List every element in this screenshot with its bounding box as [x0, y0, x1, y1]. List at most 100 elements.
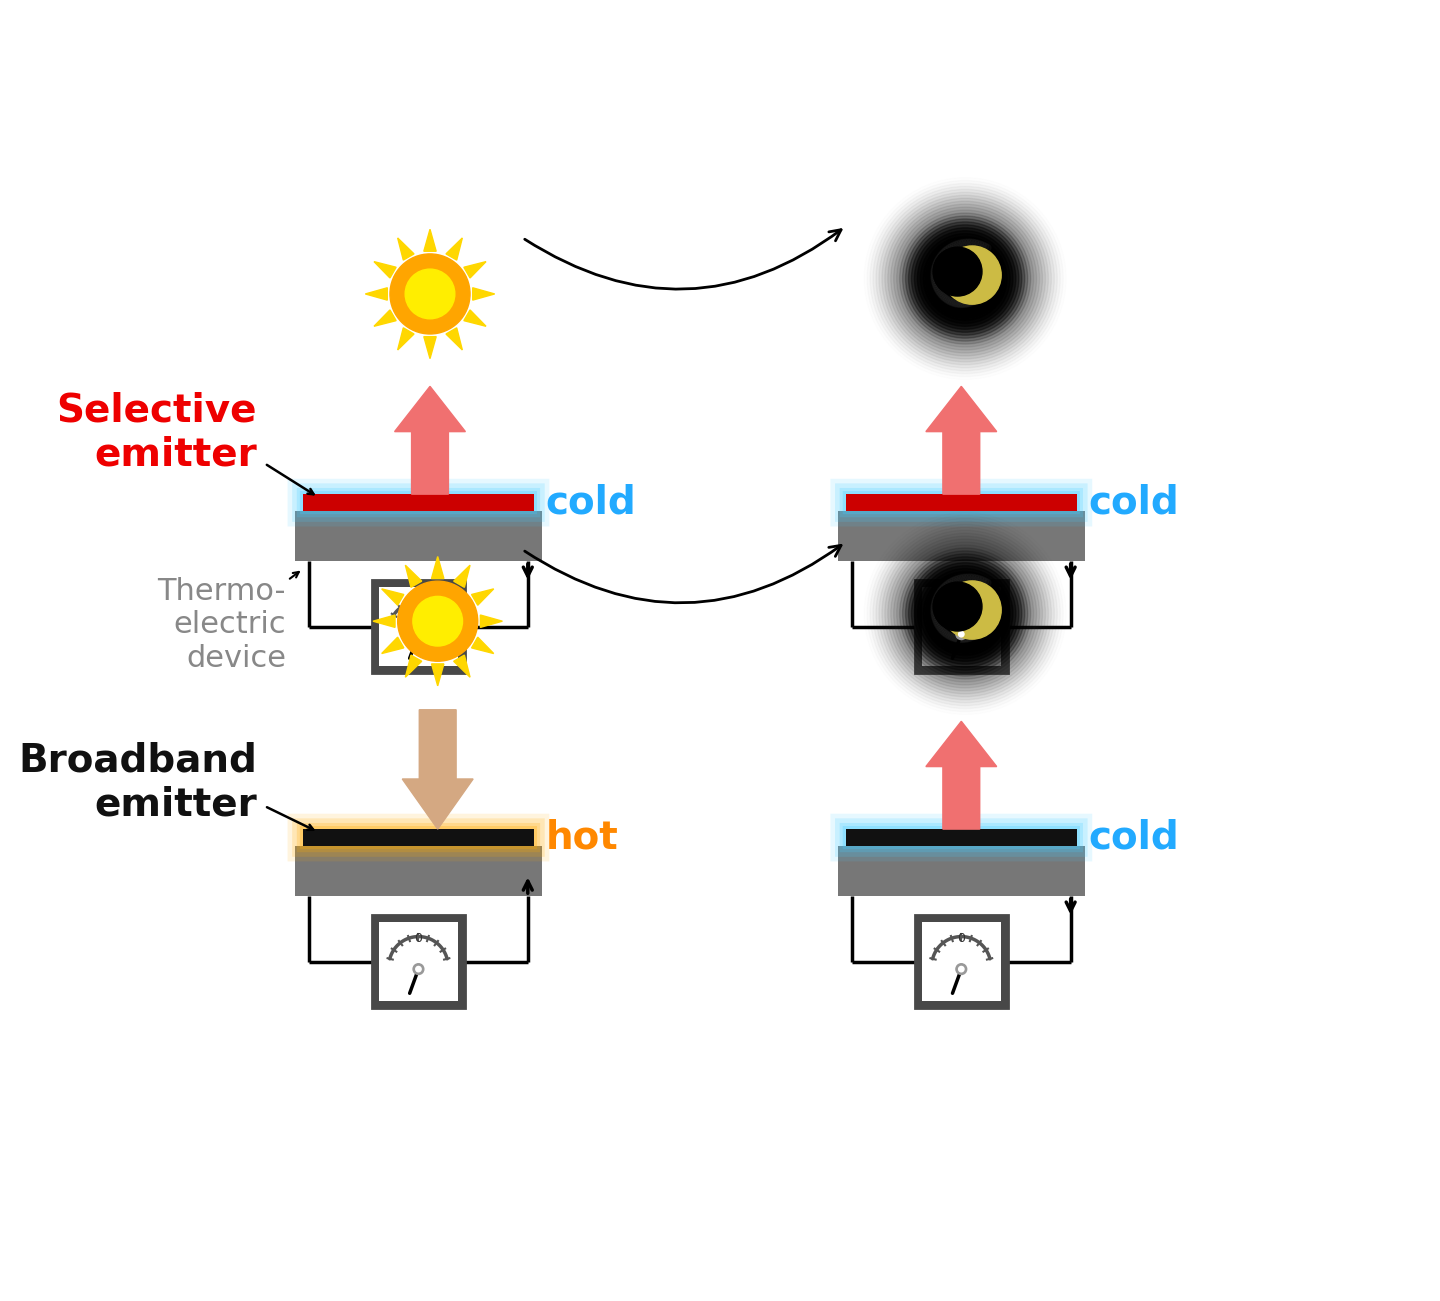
Circle shape [936, 255, 943, 262]
Circle shape [953, 267, 978, 291]
Circle shape [413, 964, 423, 974]
Circle shape [962, 239, 969, 246]
Circle shape [939, 627, 946, 634]
Circle shape [940, 628, 948, 635]
Circle shape [950, 578, 958, 584]
Circle shape [943, 631, 950, 637]
Circle shape [891, 539, 1040, 688]
Circle shape [948, 579, 955, 585]
Circle shape [962, 610, 969, 617]
Circle shape [953, 301, 960, 307]
Text: 0: 0 [415, 932, 422, 945]
Polygon shape [471, 589, 494, 605]
Polygon shape [406, 565, 422, 587]
Text: cold: cold [1089, 818, 1179, 856]
FancyBboxPatch shape [845, 829, 1077, 846]
Circle shape [932, 597, 939, 605]
Circle shape [950, 598, 981, 628]
Circle shape [948, 243, 955, 250]
Circle shape [952, 299, 959, 307]
Circle shape [932, 614, 939, 622]
Circle shape [940, 589, 989, 637]
FancyBboxPatch shape [297, 824, 540, 852]
Circle shape [945, 632, 952, 639]
Circle shape [413, 596, 462, 647]
Polygon shape [423, 337, 436, 359]
Polygon shape [397, 328, 415, 350]
Polygon shape [926, 721, 996, 829]
Text: 0: 0 [958, 932, 965, 945]
Circle shape [950, 263, 981, 294]
Circle shape [960, 635, 968, 643]
Circle shape [897, 209, 1034, 347]
Circle shape [975, 241, 982, 247]
FancyBboxPatch shape [840, 824, 1083, 852]
Circle shape [903, 550, 1028, 677]
Circle shape [962, 275, 969, 282]
Circle shape [958, 301, 965, 307]
Circle shape [935, 256, 942, 263]
Circle shape [888, 536, 1043, 691]
Circle shape [956, 628, 966, 640]
Circle shape [965, 574, 972, 580]
FancyBboxPatch shape [838, 511, 1084, 561]
FancyBboxPatch shape [835, 818, 1087, 857]
Circle shape [939, 291, 946, 299]
Circle shape [933, 259, 940, 265]
Circle shape [929, 242, 1001, 315]
Circle shape [881, 195, 1048, 362]
Circle shape [933, 582, 982, 631]
Circle shape [933, 284, 940, 290]
Circle shape [975, 575, 982, 582]
Circle shape [976, 241, 984, 248]
Circle shape [948, 260, 984, 297]
Circle shape [932, 602, 937, 609]
Circle shape [900, 213, 1031, 343]
Polygon shape [472, 288, 495, 301]
Polygon shape [471, 637, 494, 653]
Circle shape [959, 574, 966, 582]
FancyArrowPatch shape [524, 230, 841, 289]
Circle shape [906, 554, 1025, 673]
Circle shape [936, 589, 943, 596]
Circle shape [903, 216, 1028, 341]
Circle shape [972, 575, 979, 582]
FancyBboxPatch shape [295, 846, 541, 896]
Circle shape [950, 242, 958, 250]
Circle shape [956, 301, 962, 307]
Polygon shape [432, 557, 444, 579]
FancyBboxPatch shape [922, 922, 1001, 1000]
Polygon shape [406, 656, 422, 678]
Circle shape [906, 219, 1025, 338]
Circle shape [932, 265, 939, 272]
Polygon shape [374, 310, 396, 327]
Circle shape [942, 630, 949, 636]
Text: Thermo-
electric
device: Thermo- electric device [157, 576, 287, 673]
Circle shape [936, 289, 943, 295]
Circle shape [936, 624, 943, 631]
Circle shape [933, 247, 982, 297]
Polygon shape [926, 386, 996, 494]
Circle shape [945, 297, 952, 304]
Polygon shape [446, 328, 462, 350]
Circle shape [949, 299, 955, 306]
Circle shape [948, 596, 984, 632]
FancyBboxPatch shape [831, 479, 1092, 527]
Polygon shape [373, 615, 395, 627]
Circle shape [894, 207, 1037, 350]
FancyBboxPatch shape [292, 484, 544, 522]
Circle shape [920, 234, 1009, 324]
FancyBboxPatch shape [914, 916, 1008, 1008]
FancyBboxPatch shape [840, 488, 1083, 518]
Circle shape [935, 248, 995, 308]
Circle shape [935, 621, 942, 627]
Circle shape [930, 273, 937, 281]
Circle shape [923, 571, 1007, 656]
Circle shape [952, 635, 959, 641]
Circle shape [930, 604, 937, 611]
Text: 0: 0 [958, 597, 965, 610]
Circle shape [984, 579, 991, 587]
Circle shape [405, 269, 455, 319]
Circle shape [932, 613, 939, 619]
FancyBboxPatch shape [842, 826, 1080, 850]
